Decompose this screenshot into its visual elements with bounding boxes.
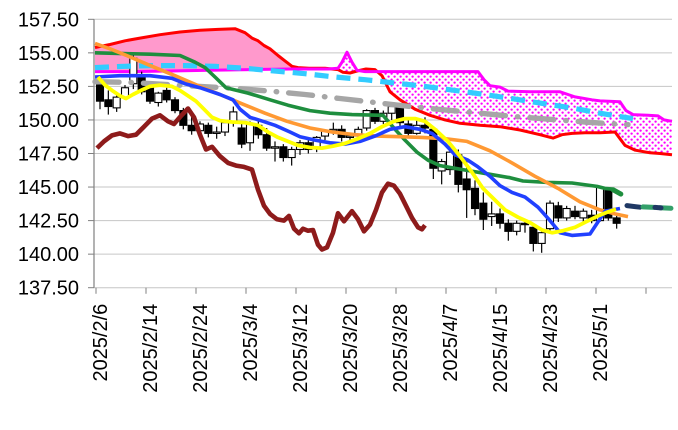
x-axis-date-label: 2025/3/12: [290, 304, 312, 393]
x-axis-date-label: 2025/4/23: [540, 304, 562, 393]
x-axis-date-label: 2025/3/20: [340, 304, 362, 393]
candle-bullish: [512, 222, 521, 232]
candle-bearish: [554, 205, 563, 219]
candle-bearish: [504, 222, 513, 232]
x-axis-date-label: 2025/2/6: [90, 304, 112, 382]
candle-bullish: [220, 122, 230, 133]
candle-bullish: [487, 213, 496, 218]
candle-bullish: [112, 96, 121, 109]
candle-bullish: [245, 123, 255, 144]
candle-bearish: [237, 127, 246, 145]
candle-bearish: [187, 124, 196, 132]
x-axis-date-label: 2025/2/14: [140, 304, 162, 393]
candle-bearish: [262, 134, 271, 149]
y-axis-label: 140.00: [18, 244, 79, 266]
candle-bearish: [570, 210, 580, 218]
yellow-ma-line: [96, 75, 617, 235]
candle-bearish: [495, 213, 505, 224]
candle-bullish: [362, 110, 371, 129]
candle-bearish: [170, 99, 180, 112]
navy-dash-overlay: [652, 204, 664, 211]
x-axis-date-label: 2025/2/24: [190, 304, 212, 393]
x-axis-date-label: 2025/3/4: [240, 304, 262, 382]
y-axis-label: 155.00: [18, 43, 79, 65]
candle-bullish: [154, 92, 163, 104]
y-axis-label: 157.50: [18, 9, 79, 31]
candle-bearish: [479, 202, 488, 220]
x-axis-date-label: 2025/5/1: [590, 304, 612, 382]
cloud-pink-fill: [95, 28, 309, 72]
candle-bearish: [162, 89, 171, 101]
candle-bullish: [287, 148, 296, 159]
cloud-dotted-fill: [338, 52, 672, 155]
x-axis-date-label: 2025/4/7: [440, 304, 462, 382]
candle-bullish: [579, 210, 588, 219]
candle-bullish: [562, 207, 571, 219]
y-axis-label: 152.50: [18, 76, 79, 98]
red-span-line: [94, 27, 673, 157]
x-axis-date-label: 2025/3/28: [390, 304, 412, 393]
candle-bearish: [104, 99, 113, 108]
candle-bullish: [445, 151, 455, 171]
candle-bearish: [612, 217, 621, 224]
candle-bullish: [387, 105, 396, 114]
candle-bearish: [279, 146, 288, 159]
magenta-span-line: [95, 50, 673, 123]
green-dash-tail: [610, 187, 628, 199]
gray-dashdot-ma-line: [92, 78, 631, 128]
cyan-dashed-ma-line: [94, 62, 634, 122]
candle-bearish: [529, 226, 538, 244]
candle-bearish: [204, 124, 213, 134]
y-axis-label: 150.00: [18, 110, 79, 132]
candle-bearish: [462, 178, 471, 191]
navy-dashed-segment: [624, 203, 643, 210]
y-axis-label: 147.50: [18, 144, 79, 166]
y-axis-label: 145.00: [18, 177, 79, 199]
candle-bullish: [537, 232, 546, 244]
candle-bullish: [270, 146, 280, 149]
blue-ma-line: [94, 73, 621, 238]
y-axis-label: 137.50: [18, 278, 79, 300]
candle-bullish: [345, 135, 355, 139]
candle-bearish: [470, 187, 480, 210]
dark-red-lagging-line: [95, 106, 427, 252]
candle-bullish: [212, 131, 221, 134]
candle-bearish: [420, 124, 430, 129]
y-axis-label: 142.50: [18, 211, 79, 233]
x-axis-date-label: 2025/4/15: [490, 304, 512, 393]
candle-bearish: [95, 84, 105, 102]
